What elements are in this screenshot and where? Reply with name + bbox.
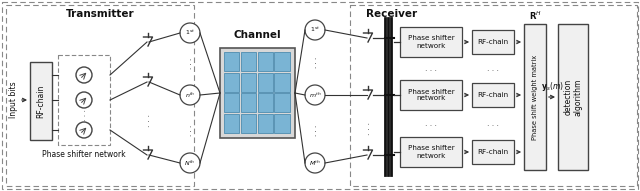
FancyBboxPatch shape bbox=[275, 52, 289, 71]
FancyBboxPatch shape bbox=[30, 62, 52, 140]
Circle shape bbox=[305, 20, 325, 40]
Text: RF-chain: RF-chain bbox=[477, 149, 509, 155]
Text: $m^{th}$: $m^{th}$ bbox=[308, 90, 321, 100]
FancyBboxPatch shape bbox=[224, 93, 239, 112]
Text: $1^{st}$: $1^{st}$ bbox=[310, 26, 320, 34]
FancyBboxPatch shape bbox=[558, 24, 588, 170]
Text: RF-chain: RF-chain bbox=[477, 39, 509, 45]
FancyBboxPatch shape bbox=[224, 113, 239, 133]
FancyBboxPatch shape bbox=[220, 48, 295, 138]
Text: . . .: . . . bbox=[312, 124, 318, 136]
Text: $1^{st}$: $1^{st}$ bbox=[185, 28, 195, 37]
Text: . . .: . . . bbox=[425, 119, 437, 128]
Circle shape bbox=[76, 122, 92, 138]
Circle shape bbox=[305, 153, 325, 173]
Text: Phase shifter network: Phase shifter network bbox=[42, 150, 126, 159]
Text: . . .: . . . bbox=[364, 121, 372, 135]
FancyBboxPatch shape bbox=[472, 83, 514, 107]
FancyBboxPatch shape bbox=[241, 93, 256, 112]
FancyBboxPatch shape bbox=[400, 27, 462, 57]
Text: Transmitter: Transmitter bbox=[66, 9, 134, 19]
Text: . . .: . . . bbox=[143, 113, 152, 127]
Circle shape bbox=[180, 153, 200, 173]
Text: . . .: . . . bbox=[487, 119, 499, 128]
Text: Phase shifter
network: Phase shifter network bbox=[408, 36, 454, 49]
Text: $\mathbf{R}^{H}$: $\mathbf{R}^{H}$ bbox=[529, 10, 541, 22]
FancyBboxPatch shape bbox=[472, 140, 514, 164]
Text: . . .: . . . bbox=[425, 64, 437, 73]
Text: Receiver: Receiver bbox=[366, 9, 417, 19]
FancyBboxPatch shape bbox=[257, 113, 273, 133]
FancyBboxPatch shape bbox=[275, 113, 289, 133]
Circle shape bbox=[76, 67, 92, 83]
Circle shape bbox=[180, 85, 200, 105]
FancyBboxPatch shape bbox=[241, 73, 256, 91]
Circle shape bbox=[76, 92, 92, 108]
FancyBboxPatch shape bbox=[524, 24, 546, 170]
Text: . . .: . . . bbox=[187, 57, 193, 69]
Text: . . .: . . . bbox=[79, 109, 88, 121]
Text: . . .: . . . bbox=[312, 56, 318, 68]
Text: RF-chain: RF-chain bbox=[36, 84, 45, 118]
FancyBboxPatch shape bbox=[257, 93, 273, 112]
FancyBboxPatch shape bbox=[241, 113, 256, 133]
FancyBboxPatch shape bbox=[400, 137, 462, 167]
Text: RF-chain: RF-chain bbox=[477, 92, 509, 98]
Text: Phase shift weight matrix: Phase shift weight matrix bbox=[532, 54, 538, 140]
Text: Phase shifter
network: Phase shifter network bbox=[408, 88, 454, 101]
Text: $N^{th}$: $N^{th}$ bbox=[184, 158, 196, 168]
FancyBboxPatch shape bbox=[400, 80, 462, 110]
Text: . . .: . . . bbox=[487, 64, 499, 73]
Text: Phase shifter
network: Phase shifter network bbox=[408, 146, 454, 159]
Text: . . .: . . . bbox=[187, 124, 193, 136]
Text: $n^{th}$: $n^{th}$ bbox=[185, 90, 195, 100]
Text: Channel: Channel bbox=[234, 30, 282, 40]
FancyBboxPatch shape bbox=[241, 52, 256, 71]
Circle shape bbox=[305, 85, 325, 105]
Text: detection
algorithm: detection algorithm bbox=[563, 78, 582, 116]
FancyBboxPatch shape bbox=[224, 52, 239, 71]
FancyBboxPatch shape bbox=[257, 52, 273, 71]
Text: $\mathbf{y}_s(m)$: $\mathbf{y}_s(m)$ bbox=[541, 80, 563, 93]
Circle shape bbox=[180, 23, 200, 43]
FancyBboxPatch shape bbox=[472, 30, 514, 54]
FancyBboxPatch shape bbox=[224, 73, 239, 91]
FancyBboxPatch shape bbox=[257, 73, 273, 91]
Text: Input bits: Input bits bbox=[8, 82, 17, 118]
FancyBboxPatch shape bbox=[275, 73, 289, 91]
FancyBboxPatch shape bbox=[275, 93, 289, 112]
Text: $M^{th}$: $M^{th}$ bbox=[309, 158, 321, 168]
